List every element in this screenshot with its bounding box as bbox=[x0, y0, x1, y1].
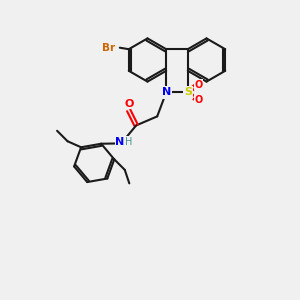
Text: O: O bbox=[194, 95, 202, 105]
Text: N: N bbox=[162, 87, 171, 98]
Text: N: N bbox=[115, 137, 124, 147]
Text: S: S bbox=[184, 87, 192, 98]
Text: O: O bbox=[124, 99, 134, 109]
Text: O: O bbox=[194, 80, 202, 90]
Text: H: H bbox=[125, 137, 132, 147]
Text: Br: Br bbox=[102, 43, 115, 53]
